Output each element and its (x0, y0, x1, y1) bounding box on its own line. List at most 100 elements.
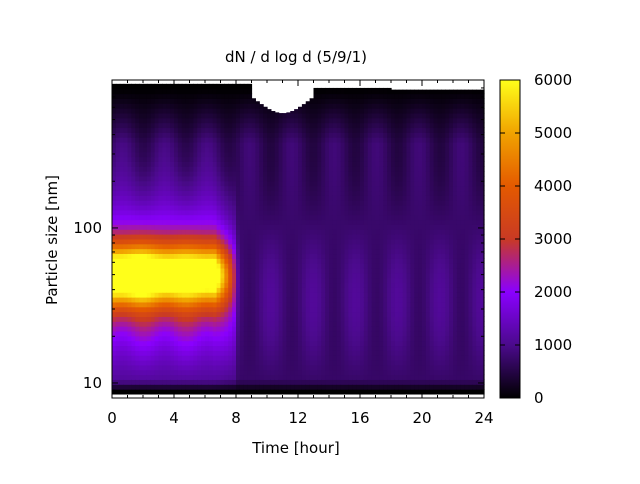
heatmap-cell (263, 316, 268, 322)
heatmap-cell (305, 267, 311, 274)
heatmap-cell (181, 248, 187, 255)
heatmap-cell (228, 316, 233, 322)
heatmap-cell (135, 316, 140, 322)
heatmap-cell (313, 171, 318, 177)
heatmap-cell (305, 209, 311, 216)
heatmap-cell (418, 360, 423, 366)
heatmap-cell (418, 384, 423, 390)
heatmap-cell (166, 350, 171, 356)
heatmap-cell (251, 195, 256, 201)
heatmap-cell (131, 335, 136, 342)
heatmap-cell (112, 326, 117, 332)
heatmap-cell (391, 345, 396, 351)
heatmap-cell (267, 272, 272, 279)
heatmap-cell (143, 311, 148, 317)
heatmap-cell (317, 112, 322, 119)
heatmap-cell (290, 335, 295, 342)
heatmap-cell (317, 180, 322, 187)
heatmap-cell (119, 277, 125, 284)
heatmap-cell (208, 185, 214, 192)
heatmap-cell (239, 166, 245, 172)
heatmap-cell (150, 200, 156, 206)
heatmap-cell (220, 141, 225, 148)
heatmap-cell (135, 151, 140, 158)
heatmap-cell (243, 180, 249, 187)
heatmap-cell (348, 234, 353, 240)
heatmap-cell (329, 311, 334, 317)
heatmap-cell (379, 166, 384, 172)
heatmap-cell (383, 369, 388, 376)
heatmap-cell (383, 180, 388, 187)
heatmap-cell (185, 311, 191, 317)
heatmap-cell (251, 229, 256, 235)
heatmap-cell (414, 156, 419, 162)
heatmap-cell (135, 209, 140, 216)
heatmap-cell (143, 156, 148, 162)
heatmap-cell (325, 98, 330, 104)
heatmap-cell (115, 248, 121, 255)
heatmap-cell (255, 297, 260, 303)
heatmap-cell (115, 209, 121, 216)
heatmap-cell (375, 180, 380, 187)
heatmap-cell (208, 316, 214, 322)
heatmap-cell (360, 238, 365, 245)
heatmap-cell (208, 253, 214, 259)
heatmap-cell (410, 389, 415, 395)
heatmap-cell (193, 200, 198, 206)
heatmap-cell (309, 122, 315, 129)
heatmap-cell (181, 151, 187, 158)
heatmap-cell (170, 224, 175, 230)
heatmap-cell (139, 379, 144, 385)
heatmap-cell (286, 200, 291, 206)
heatmap-cell (267, 112, 272, 119)
heatmap-cell (232, 214, 237, 221)
heatmap-cell (115, 219, 121, 225)
heatmap-cell (216, 253, 222, 259)
heatmap-cell (375, 355, 380, 361)
heatmap-cell (146, 214, 152, 221)
heatmap-cell (387, 219, 392, 225)
heatmap-cell (247, 156, 253, 162)
heatmap-cell (174, 379, 179, 385)
heatmap-cell (208, 137, 214, 143)
heatmap-cell (162, 243, 167, 250)
heatmap-cell (410, 253, 415, 259)
heatmap-cell (212, 219, 218, 225)
heatmap-cell (379, 272, 384, 279)
heatmap-cell (329, 229, 334, 235)
heatmap-cell (375, 122, 380, 129)
heatmap-cell (305, 195, 311, 201)
heatmap-cell (135, 229, 140, 235)
heatmap-cell (309, 321, 315, 327)
heatmap-cell (158, 171, 163, 177)
heatmap-cell (216, 292, 222, 298)
heatmap-cell (329, 171, 334, 177)
heatmap-cell (360, 297, 365, 303)
heatmap-cell (185, 297, 191, 303)
heatmap-cell (321, 108, 326, 114)
heatmap-cell (212, 355, 218, 361)
heatmap-cell (270, 301, 276, 308)
heatmap-cell (290, 166, 295, 172)
heatmap-cell (251, 311, 256, 317)
heatmap-cell (239, 185, 245, 192)
heatmap-cell (236, 389, 241, 395)
heatmap-cell (177, 204, 183, 211)
heatmap-cell (387, 156, 392, 162)
heatmap-cell (379, 301, 384, 308)
heatmap-cell (224, 185, 229, 192)
heatmap-cell (387, 301, 392, 308)
heatmap-cell (224, 282, 229, 288)
heatmap-cell (274, 301, 280, 308)
heatmap-cell (356, 248, 361, 255)
heatmap-cell (367, 214, 373, 221)
heatmap-cell (247, 209, 253, 216)
heatmap-cell (158, 287, 163, 293)
heatmap-cell (228, 297, 233, 303)
heatmap-cell (205, 141, 210, 148)
heatmap-cell (193, 234, 198, 240)
heatmap-cell (189, 180, 194, 187)
heatmap-cell (158, 108, 163, 114)
heatmap-cell (150, 350, 156, 356)
heatmap-cell (115, 272, 121, 279)
